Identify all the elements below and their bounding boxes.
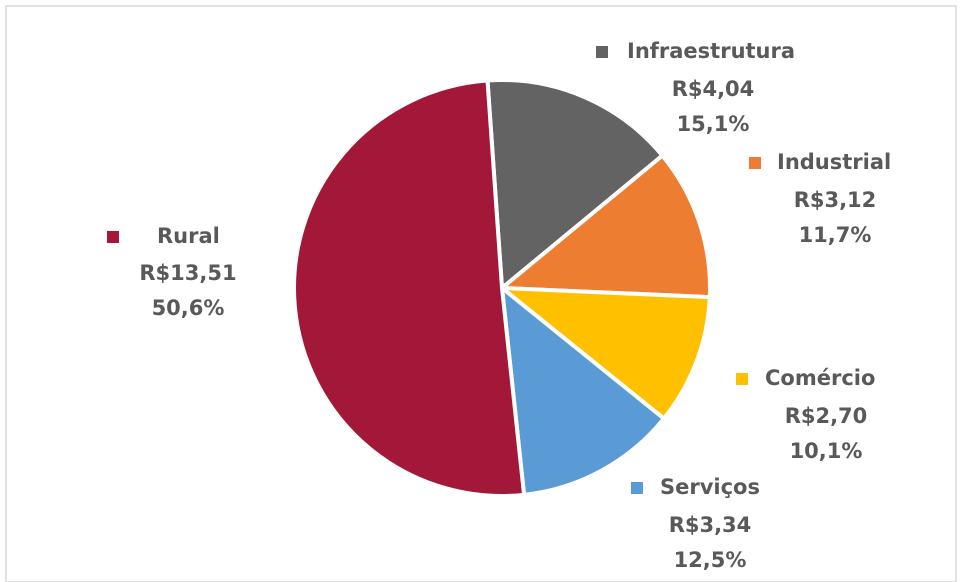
pie-slice: [485, 78, 665, 290]
pie-slice: [500, 286, 712, 421]
percentage-label: 12,5%: [674, 548, 747, 572]
value-label: R$13,51: [139, 261, 236, 285]
value-label: R$3,12: [794, 188, 877, 212]
value-label: R$4,04: [672, 77, 755, 101]
value-label: R$2,70: [785, 404, 868, 428]
legend-marker: [596, 46, 608, 58]
percentage-label: 10,1%: [790, 439, 863, 463]
category-label: Rural: [157, 224, 220, 248]
value-label: R$3,34: [669, 513, 752, 537]
category-label: Serviços: [660, 475, 760, 499]
category-label: Comércio: [765, 366, 875, 390]
legend-marker: [107, 231, 119, 243]
percentage-label: 11,7%: [799, 223, 872, 247]
category-label: Industrial: [777, 150, 891, 174]
percentage-label: 15,1%: [677, 112, 750, 136]
percentage-label: 50,6%: [152, 296, 225, 320]
pie-slice: [292, 78, 527, 498]
legend-marker: [631, 482, 643, 494]
legend-marker: [736, 373, 748, 385]
legend-marker: [749, 157, 761, 169]
pie-slice: [500, 286, 666, 497]
category-label: Infraestrutura: [627, 39, 795, 63]
pie-slice: [500, 153, 712, 300]
